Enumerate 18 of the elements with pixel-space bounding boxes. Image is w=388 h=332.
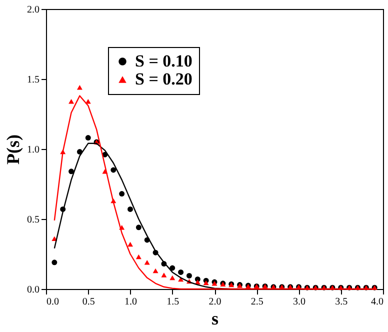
x-tick-label: 1.0 xyxy=(124,296,137,308)
x-tick-label: 0.0 xyxy=(46,296,59,308)
x-tick-label: 3.5 xyxy=(335,296,348,308)
legend-label: S = 0.20 xyxy=(135,70,192,88)
y-tick-label: 0.0 xyxy=(27,284,40,296)
x-tick-label: 2.0 xyxy=(208,296,222,308)
y-tick-label: 0.5 xyxy=(27,214,40,226)
x-tick-label: 2.5 xyxy=(250,296,264,308)
x-tick-label: 4.0 xyxy=(371,296,384,308)
y-tick-label: 2.0 xyxy=(27,4,40,16)
y-tick-label: 1.0 xyxy=(27,144,40,156)
legend-label: S = 0.10 xyxy=(135,52,192,70)
x-axis-title: s xyxy=(211,308,219,328)
y-tick-label: 1.5 xyxy=(27,74,40,86)
x-tick-label: 0.5 xyxy=(82,296,95,308)
x-tick-label: 1.5 xyxy=(166,296,180,308)
y-axis-title: P(s) xyxy=(3,134,23,164)
x-tick-label: 3.0 xyxy=(293,296,306,308)
